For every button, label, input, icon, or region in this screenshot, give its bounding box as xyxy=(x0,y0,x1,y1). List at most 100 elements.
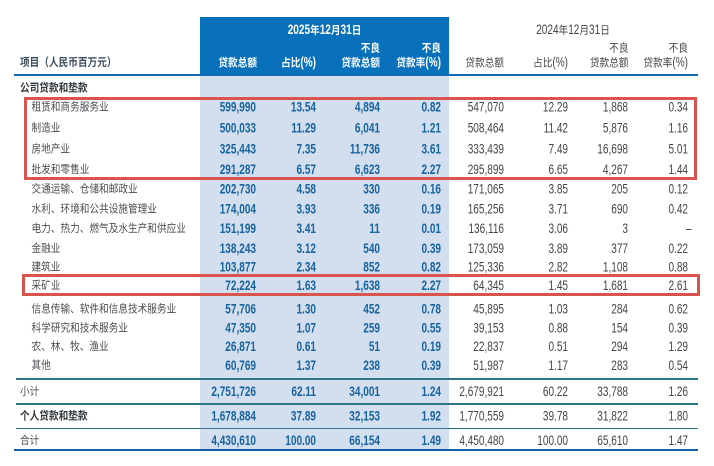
svg-text:12: 12 xyxy=(320,22,332,38)
svg-text:0.39: 0.39 xyxy=(668,320,688,336)
svg-text:259: 259 xyxy=(363,320,380,336)
svg-text:1,108: 1,108 xyxy=(603,259,628,275)
svg-text:66,154: 66,154 xyxy=(349,433,380,449)
svg-text:1.49: 1.49 xyxy=(421,433,441,449)
svg-text:0.22: 0.22 xyxy=(668,241,688,257)
svg-text:16,698: 16,698 xyxy=(597,141,628,157)
svg-text:11.42: 11.42 xyxy=(544,120,568,136)
svg-text:26,871: 26,871 xyxy=(225,339,256,355)
svg-text:33,788: 33,788 xyxy=(597,384,628,400)
svg-text:2,679,921: 2,679,921 xyxy=(459,384,504,400)
svg-text:330: 330 xyxy=(363,181,380,197)
svg-text:1.37: 1.37 xyxy=(296,357,316,373)
svg-text:–: – xyxy=(686,221,692,237)
svg-text:0.88: 0.88 xyxy=(548,320,568,336)
svg-text:0.42: 0.42 xyxy=(668,201,688,217)
svg-text:0.55: 0.55 xyxy=(421,320,441,336)
svg-text:377: 377 xyxy=(611,241,628,257)
svg-text:(%): (%) xyxy=(425,54,441,70)
svg-text:151,199: 151,199 xyxy=(220,221,257,237)
svg-text:1.30: 1.30 xyxy=(296,301,316,317)
svg-text:45,895: 45,895 xyxy=(473,301,504,317)
svg-text:283: 283 xyxy=(611,357,628,373)
svg-text:5,876: 5,876 xyxy=(603,120,628,136)
svg-text:47,350: 47,350 xyxy=(225,320,256,336)
svg-text:2025: 2025 xyxy=(288,22,311,38)
svg-text:0.19: 0.19 xyxy=(421,339,441,355)
svg-text:0.88: 0.88 xyxy=(668,259,688,275)
svg-text:2.61: 2.61 xyxy=(668,278,688,294)
svg-text:0.39: 0.39 xyxy=(421,357,441,373)
svg-text:136,116: 136,116 xyxy=(468,221,504,237)
svg-text:333,439: 333,439 xyxy=(468,141,505,157)
svg-text:1.63: 1.63 xyxy=(296,278,316,294)
svg-text:0.82: 0.82 xyxy=(421,99,441,115)
svg-text:2.27: 2.27 xyxy=(421,162,441,178)
svg-text:238: 238 xyxy=(363,357,380,373)
svg-text:13.54: 13.54 xyxy=(291,99,316,115)
svg-text:2.34: 2.34 xyxy=(296,259,316,275)
svg-text:1.03: 1.03 xyxy=(548,301,568,317)
svg-text:154: 154 xyxy=(611,320,628,336)
svg-text:0.62: 0.62 xyxy=(668,301,688,317)
svg-text:39.78: 39.78 xyxy=(543,408,568,424)
svg-text:165,256: 165,256 xyxy=(468,201,505,217)
svg-text:1.80: 1.80 xyxy=(668,408,688,424)
svg-text:0.34: 0.34 xyxy=(668,99,688,115)
svg-text:64,345: 64,345 xyxy=(473,278,504,294)
svg-text:171,065: 171,065 xyxy=(468,181,505,197)
svg-text:32,153: 32,153 xyxy=(349,408,380,424)
svg-text:12: 12 xyxy=(568,22,579,38)
svg-text:125,336: 125,336 xyxy=(468,259,505,275)
svg-text:3.93: 3.93 xyxy=(296,201,316,217)
svg-text:1,770,559: 1,770,559 xyxy=(459,408,504,424)
svg-text:0.19: 0.19 xyxy=(421,201,441,217)
svg-text:31: 31 xyxy=(589,22,600,38)
svg-text:31,822: 31,822 xyxy=(597,408,628,424)
svg-text:547,070: 547,070 xyxy=(468,99,505,115)
svg-text:3.06: 3.06 xyxy=(548,221,568,237)
svg-text:4.58: 4.58 xyxy=(296,181,316,197)
svg-text:4,450,480: 4,450,480 xyxy=(459,433,504,449)
svg-text:34,001: 34,001 xyxy=(349,384,380,400)
svg-text:1,678,884: 1,678,884 xyxy=(211,408,256,424)
svg-text:22,837: 22,837 xyxy=(473,339,504,355)
svg-text:1.29: 1.29 xyxy=(668,339,688,355)
svg-text:1.47: 1.47 xyxy=(668,433,688,449)
svg-text:6,041: 6,041 xyxy=(355,120,380,136)
svg-text:291,287: 291,287 xyxy=(220,162,257,178)
svg-text:37.89: 37.89 xyxy=(291,408,316,424)
svg-text:11.29: 11.29 xyxy=(291,120,316,136)
svg-text:6.57: 6.57 xyxy=(296,162,316,178)
svg-text:1.44: 1.44 xyxy=(668,162,688,178)
svg-text:1.21: 1.21 xyxy=(421,120,441,136)
svg-text:3.12: 3.12 xyxy=(296,241,316,257)
svg-text:0.12: 0.12 xyxy=(668,181,688,197)
svg-text:0.39: 0.39 xyxy=(421,241,441,257)
svg-text:7.35: 7.35 xyxy=(296,141,316,157)
svg-text:(%): (%) xyxy=(672,54,688,70)
svg-text:2.27: 2.27 xyxy=(421,278,441,294)
svg-text:202,730: 202,730 xyxy=(220,181,257,197)
svg-text:39,153: 39,153 xyxy=(473,320,504,336)
svg-text:1,638: 1,638 xyxy=(355,278,380,294)
svg-text:1.07: 1.07 xyxy=(296,320,316,336)
svg-text:690: 690 xyxy=(611,201,628,217)
svg-text:0.82: 0.82 xyxy=(421,259,441,275)
svg-text:65,610: 65,610 xyxy=(597,433,628,449)
svg-text:(%): (%) xyxy=(552,54,568,70)
svg-text:6,623: 6,623 xyxy=(355,162,380,178)
svg-text:508,464: 508,464 xyxy=(468,120,505,136)
svg-text:5.01: 5.01 xyxy=(668,141,688,157)
svg-text:174,004: 174,004 xyxy=(220,201,257,217)
svg-text:1.45: 1.45 xyxy=(548,278,568,294)
svg-text:11: 11 xyxy=(369,221,380,237)
svg-text:294: 294 xyxy=(611,339,628,355)
svg-text:173,059: 173,059 xyxy=(468,241,505,257)
svg-text:3: 3 xyxy=(622,221,628,237)
svg-text:1,681: 1,681 xyxy=(603,278,628,294)
svg-text:60,769: 60,769 xyxy=(225,357,256,373)
svg-text:0.54: 0.54 xyxy=(668,357,688,373)
svg-text:(%): (%) xyxy=(300,54,316,70)
svg-text:336: 336 xyxy=(363,201,380,217)
